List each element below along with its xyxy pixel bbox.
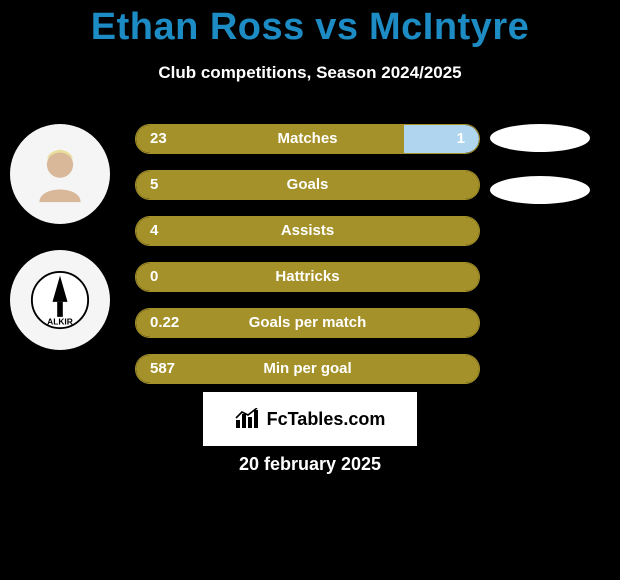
bar-label: Goals xyxy=(136,171,479,199)
bar-chart-icon xyxy=(235,408,261,430)
attribution: FcTables.com xyxy=(203,392,417,446)
title: Ethan Ross vs McIntyre xyxy=(0,0,620,49)
bar-min-per-goal: 587Min per goal xyxy=(135,354,480,384)
subtitle: Club competitions, Season 2024/2025 xyxy=(0,63,620,83)
title-vs: vs xyxy=(315,6,358,48)
club-logo: ALKIR xyxy=(10,250,110,350)
player-photo xyxy=(10,124,110,224)
right-ovals xyxy=(490,124,600,228)
bar-matches: 231Matches xyxy=(135,124,480,154)
avatars: ALKIR xyxy=(10,124,110,376)
bar-label: Goals per match xyxy=(136,309,479,337)
club-icon: ALKIR xyxy=(30,270,90,330)
person-icon xyxy=(30,144,90,204)
bar-goals: 5Goals xyxy=(135,170,480,200)
bar-goals-per-match: 0.22Goals per match xyxy=(135,308,480,338)
title-player1: Ethan Ross xyxy=(91,6,305,48)
oval-2 xyxy=(490,176,590,204)
svg-text:ALKIR: ALKIR xyxy=(47,316,73,326)
stat-bars: 231Matches 5Goals 4Assists 0Hattricks 0.22Go… xyxy=(135,124,480,400)
bar-label: Hattricks xyxy=(136,263,479,291)
bar-label: Min per goal xyxy=(136,355,479,383)
bar-assists: 4Assists xyxy=(135,216,480,246)
attribution-text: FcTables.com xyxy=(267,409,386,430)
bar-label: Assists xyxy=(136,217,479,245)
bar-hattricks: 0Hattricks xyxy=(135,262,480,292)
title-player2: McIntyre xyxy=(369,6,529,48)
bar-label: Matches xyxy=(136,125,479,153)
date: 20 february 2025 xyxy=(0,454,620,475)
oval-1 xyxy=(490,124,590,152)
